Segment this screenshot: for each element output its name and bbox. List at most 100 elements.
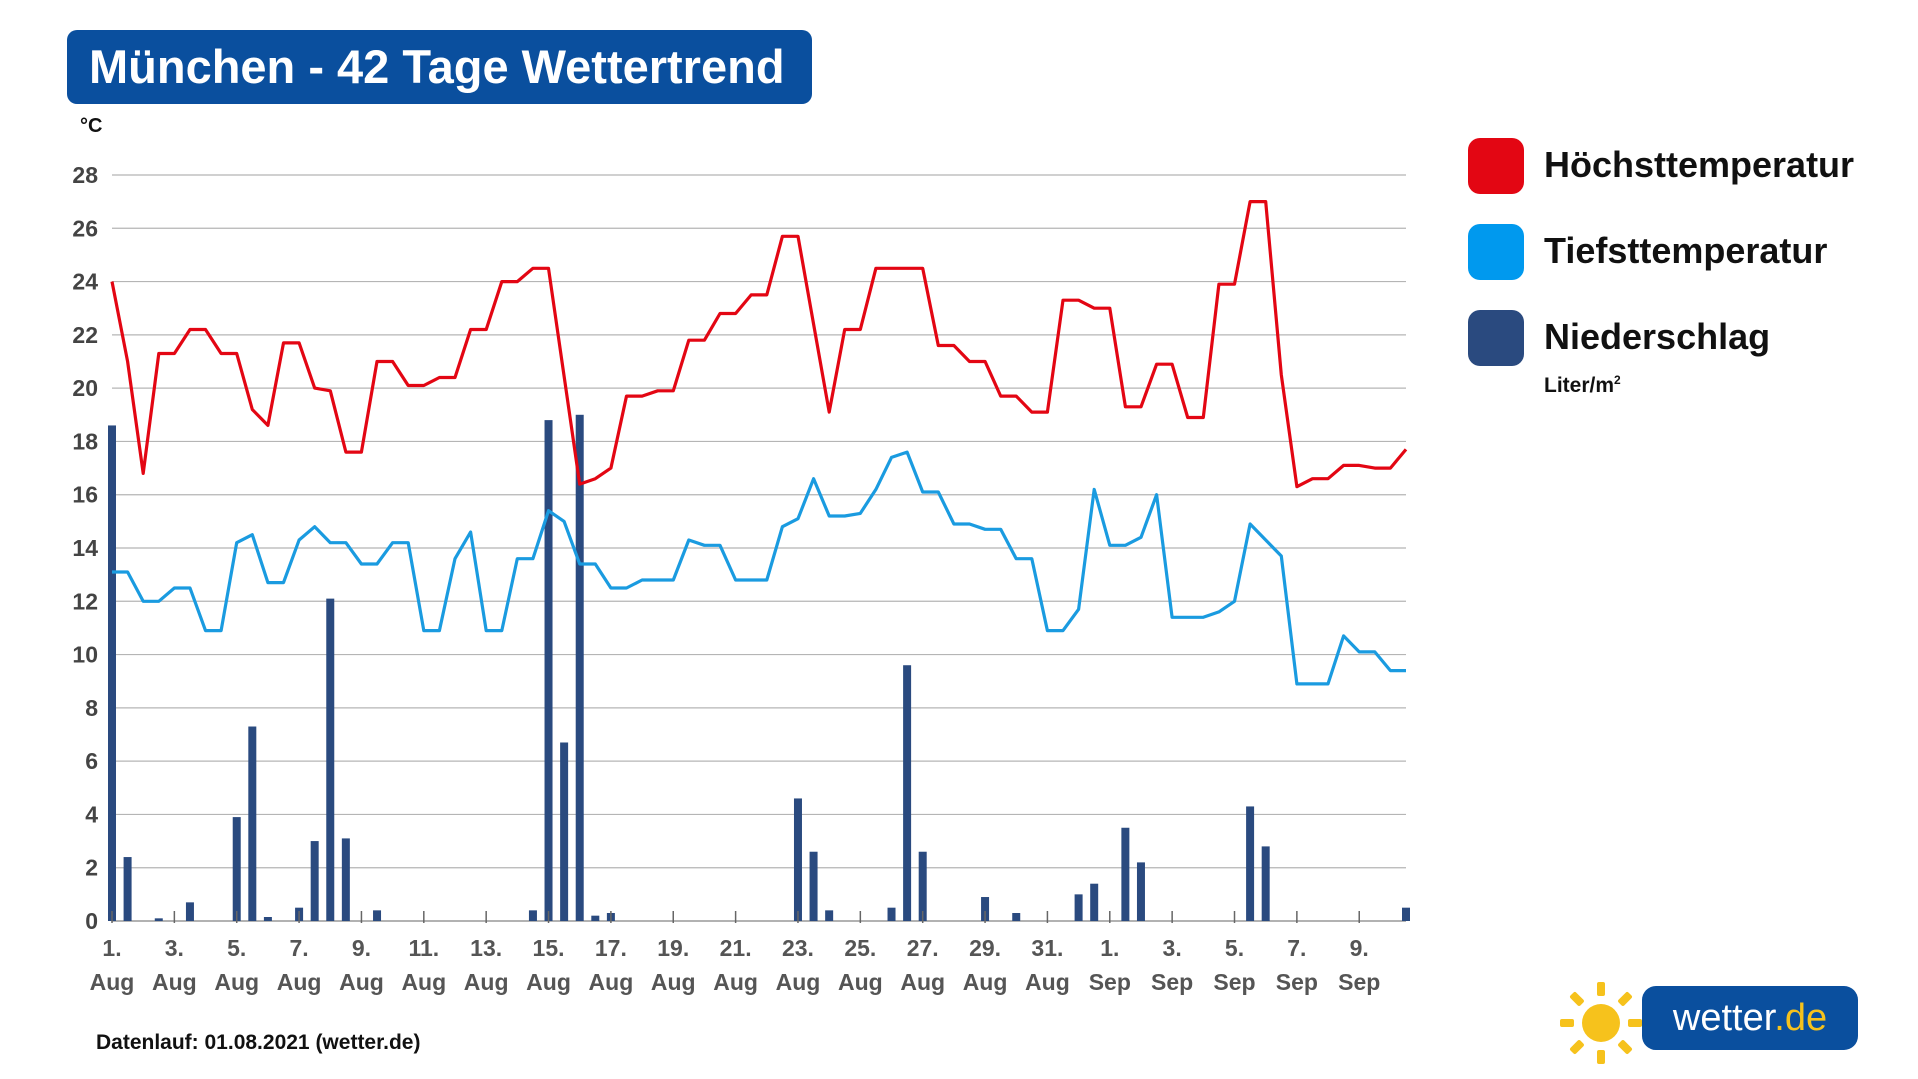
y-tick-label: 18 xyxy=(72,428,98,454)
x-tick-month: Sep xyxy=(1276,969,1318,995)
sun-icon xyxy=(1560,982,1642,1064)
precipitation-bar xyxy=(1246,806,1255,921)
precipitation-bar xyxy=(154,918,163,921)
x-tick-month: Aug xyxy=(90,969,135,995)
precipitation-bar xyxy=(903,665,912,921)
x-tick-day: 25. xyxy=(844,935,876,961)
x-tick-month: Aug xyxy=(1025,969,1070,995)
legend-label-precipitation: Niederschlag xyxy=(1544,316,1771,357)
legend-item-high-temperature: Höchsttemperatur xyxy=(1468,138,1888,198)
precipitation-bar xyxy=(575,414,584,921)
y-tick-label: 16 xyxy=(72,482,98,508)
x-tick-day: 5. xyxy=(1225,935,1244,961)
x-tick-month: Aug xyxy=(277,969,322,995)
x-tick-month: Aug xyxy=(401,969,446,995)
precipitation-unit-exponent: 2 xyxy=(1614,373,1621,387)
data-run-note: Datenlauf: 01.08.2021 (wetter.de) xyxy=(96,1031,421,1054)
temperature-lines xyxy=(110,200,1408,686)
x-tick-day: 23. xyxy=(782,935,814,961)
precipitation-bar xyxy=(248,726,257,921)
logo-wordmark: wetter.de xyxy=(1642,986,1858,1050)
x-tick-month: Aug xyxy=(339,969,384,995)
precipitation-bar xyxy=(185,902,194,921)
precipitation-bar xyxy=(1261,846,1270,921)
y-tick-label: 2 xyxy=(85,855,98,881)
x-tick-day: 15. xyxy=(533,935,565,961)
legend-label-high: Höchsttemperatur xyxy=(1544,144,1855,185)
x-tick-month: Aug xyxy=(776,969,821,995)
precipitation-bars xyxy=(108,414,1410,921)
precipitation-bar xyxy=(560,742,569,921)
x-tick-day: 1. xyxy=(1100,935,1119,961)
precipitation-bar xyxy=(1090,883,1099,921)
precipitation-bar xyxy=(123,857,132,921)
x-tick-month: Sep xyxy=(1089,969,1131,995)
x-tick-day: 13. xyxy=(470,935,502,961)
x-tick-day: 21. xyxy=(720,935,752,961)
y-tick-label: 22 xyxy=(72,322,98,348)
logo-name: wetter xyxy=(1672,997,1775,1039)
x-tick-month: Aug xyxy=(900,969,945,995)
precipitation-bar xyxy=(341,838,350,921)
logo-tld: .de xyxy=(1774,997,1828,1039)
x-tick-day: 11. xyxy=(408,935,439,961)
precipitation-bar xyxy=(981,897,990,921)
precipitation-bar xyxy=(528,910,537,921)
precipitation-bar xyxy=(326,598,335,921)
y-tick-label: 26 xyxy=(72,215,98,241)
precipitation-unit: Liter/m2 xyxy=(1544,373,1621,398)
y-axis-unit: °C xyxy=(80,115,102,137)
precipitation-bar xyxy=(825,910,834,921)
grid-lines xyxy=(112,174,1406,922)
y-tick-label: 14 xyxy=(72,535,98,561)
x-tick-month: Aug xyxy=(963,969,1008,995)
page-title: München - 42 Tage Wettertrend xyxy=(67,30,812,104)
x-tick-day: 29. xyxy=(969,935,1001,961)
precipitation-unit-text: Liter/m xyxy=(1544,374,1615,397)
precipitation-bar xyxy=(918,851,927,921)
x-tick-day: 9. xyxy=(1350,935,1369,961)
low-temperature-line xyxy=(112,450,1406,686)
y-tick-label: 20 xyxy=(72,375,98,401)
precipitation-bar xyxy=(263,917,272,921)
x-tick-month: Sep xyxy=(1338,969,1380,995)
x-tick-month: Aug xyxy=(838,969,883,995)
y-tick-label: 28 xyxy=(72,162,98,188)
legend-label-low: Tiefsttemperatur xyxy=(1544,230,1828,271)
legend-swatch-low xyxy=(1468,224,1524,280)
x-tick-month: Aug xyxy=(152,969,197,995)
x-tick-day: 17. xyxy=(595,935,627,961)
x-tick-month: Aug xyxy=(713,969,758,995)
x-tick-day: 3. xyxy=(165,935,184,961)
precipitation-bar xyxy=(591,915,600,921)
x-tick-day: 27. xyxy=(907,935,939,961)
high-temperature-line xyxy=(110,200,1408,489)
x-tick-day: 3. xyxy=(1163,935,1182,961)
y-tick-label: 8 xyxy=(85,695,98,721)
legend-item-precipitation: Niederschlag xyxy=(1468,310,1888,370)
x-tick-day: 1. xyxy=(102,935,121,961)
x-tick-day: 5. xyxy=(227,935,246,961)
x-tick-month: Aug xyxy=(214,969,259,995)
precipitation-bar xyxy=(108,425,116,921)
x-tick-month: Sep xyxy=(1151,969,1193,995)
y-tick-label: 12 xyxy=(72,588,98,614)
x-tick-month: Sep xyxy=(1213,969,1255,995)
x-axis-ticks: 1. Aug 3. Aug 5. Aug 7. Aug 9. Aug 11. Aug 13. Aug 15.… xyxy=(90,911,1380,995)
y-tick-label: 4 xyxy=(85,801,98,827)
precipitation-bar xyxy=(1402,907,1410,921)
precipitation-bar xyxy=(544,420,553,921)
x-tick-month: Aug xyxy=(464,969,509,995)
x-tick-month: Aug xyxy=(589,969,634,995)
precipitation-bar xyxy=(1074,894,1083,921)
x-tick-day: 19. xyxy=(657,935,689,961)
precipitation-bar xyxy=(1012,913,1021,921)
precipitation-bar xyxy=(887,907,896,921)
x-tick-day: 7. xyxy=(1287,935,1306,961)
precipitation-bar xyxy=(310,841,319,921)
y-tick-label: 10 xyxy=(72,642,98,668)
precipitation-bar xyxy=(232,817,241,921)
y-tick-label: 0 xyxy=(85,908,98,934)
